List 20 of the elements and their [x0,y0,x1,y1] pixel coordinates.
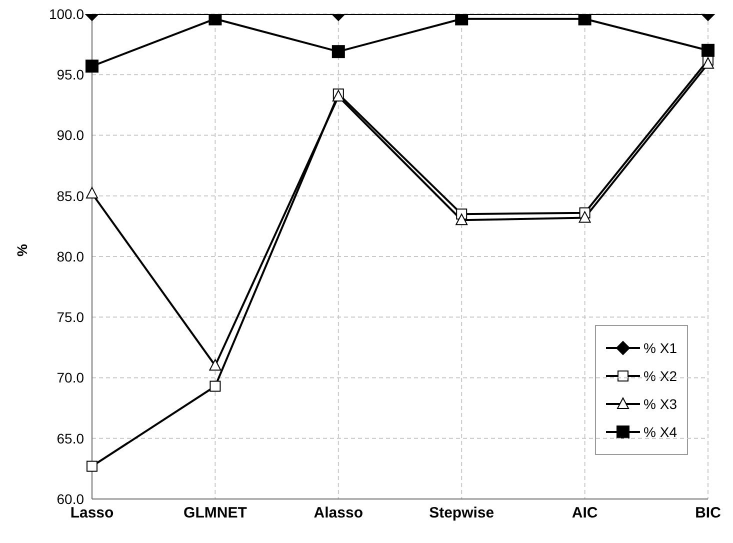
legend-label: % X4 [644,424,677,440]
x-tick-label: AIC [572,504,598,522]
x-tick-label: BIC [695,504,722,522]
y-tick-label: 80.0 [56,248,84,264]
x-tick-label: Stepwise [429,504,494,522]
legend-label: % X2 [644,368,677,384]
y-tick-label: 60.0 [56,490,84,507]
y-axis-title: % [14,244,30,256]
y-tick-label: 65.0 [56,430,84,446]
y-tick-label: 90.0 [56,127,84,144]
x-tick-label: GLMNET [184,504,247,522]
legend-label: % X3 [644,396,677,412]
y-tick-label: 85.0 [56,188,84,204]
x-tick-label: Lasso [70,504,114,522]
x-tick-label: Alasso [314,504,363,522]
y-tick-label: 95.0 [56,66,84,83]
y-tick-label: 100.0 [48,6,84,22]
y-tick-label: 75.0 [56,309,84,326]
legend-label: % X1 [644,340,677,356]
y-tick-label: 70.0 [56,370,84,386]
